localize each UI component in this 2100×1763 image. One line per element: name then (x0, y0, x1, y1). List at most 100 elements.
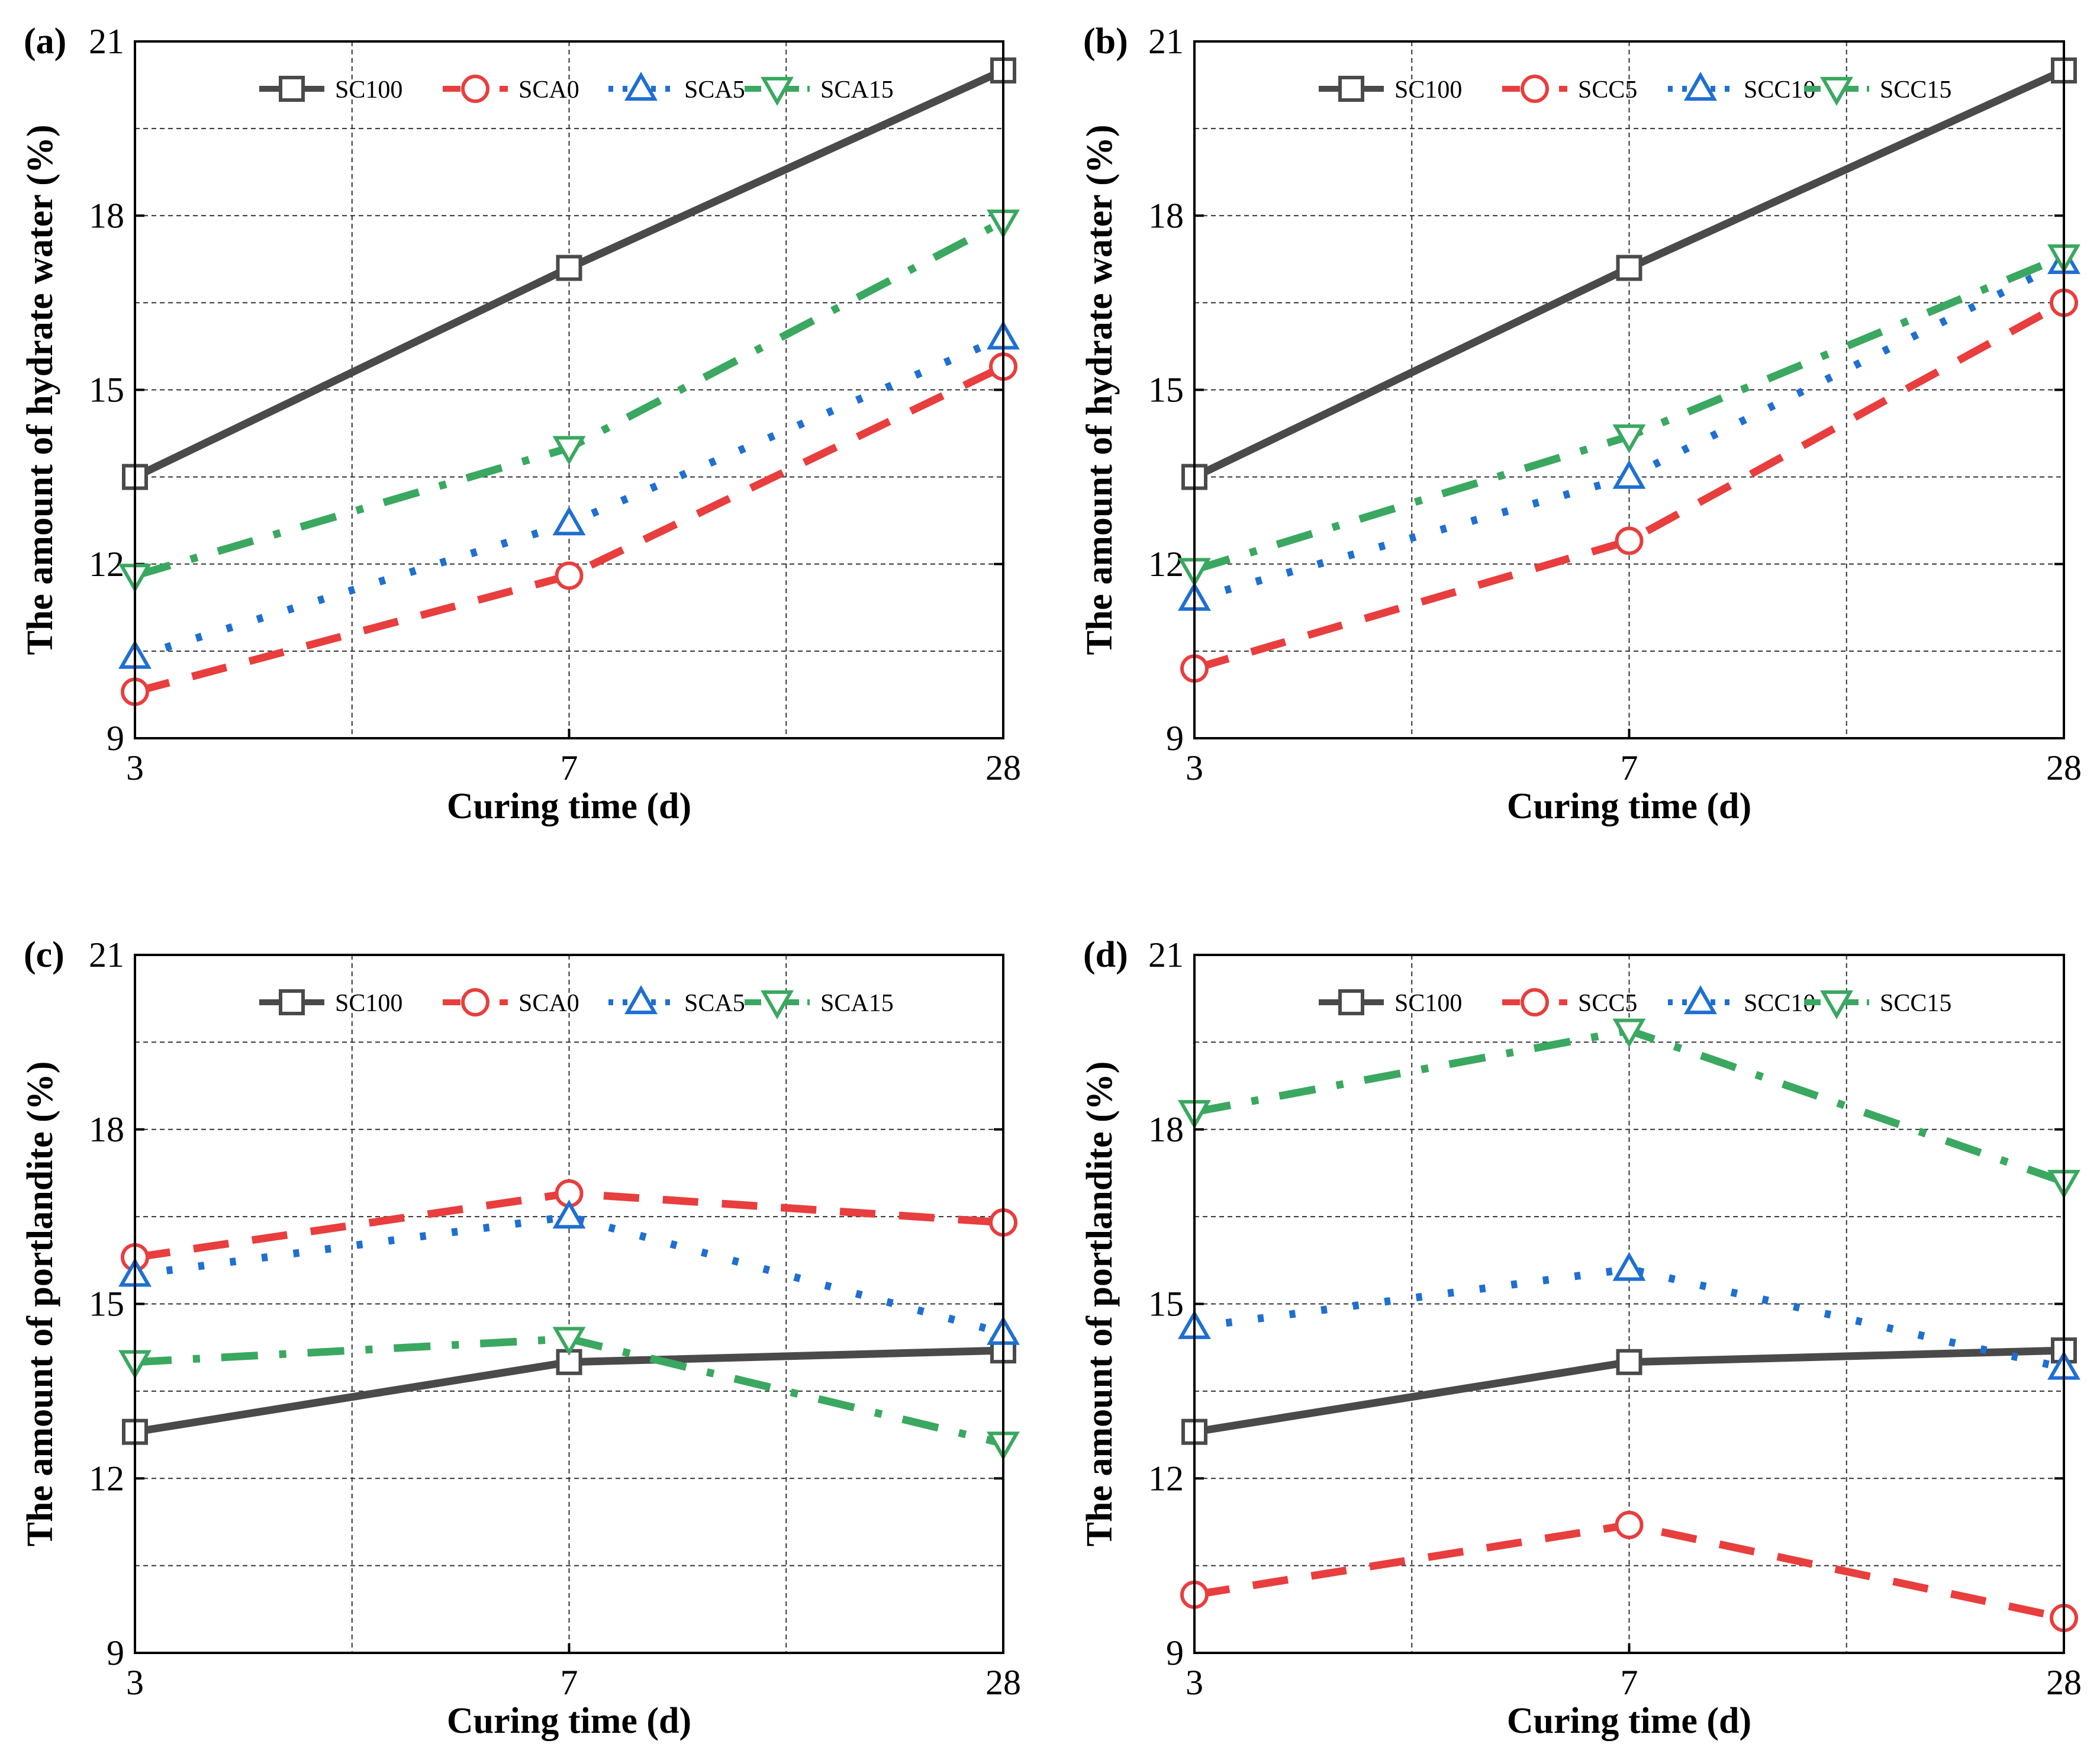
chart-panel-b: 9 12 15 18 21 3 7 28 SC100 SCC5 SCC10 SCC15 (b) Curin… (1080, 21, 2082, 826)
y-axis-title: The amount of hydrate water (%) (1080, 124, 1120, 655)
y-tick-label: 12 (89, 545, 124, 584)
legend-marker (1820, 990, 1853, 1019)
chart-panel-c: 9 12 15 18 21 3 7 28 SC100 SCA0 SCA5 SCA15 (c) Curing… (20, 935, 1021, 1741)
legend-marker (1521, 75, 1549, 103)
chart-panel-a: 9 12 15 18 21 3 7 28 SC100 SCA0 SCA5 SCA15 (a) Curing… (20, 21, 1021, 826)
series-SCC10 (1194, 1265, 2065, 1372)
series-line (134, 1212, 1004, 1337)
legend: SC100 SCA0 SCA5 SCA15 (259, 72, 894, 106)
legend-marker (1684, 72, 1717, 101)
panel-tag: (d) (1083, 935, 1128, 975)
x-tick-label: 28 (985, 1663, 1021, 1702)
y-tick-label: 9 (107, 719, 124, 758)
x-tick-label: 3 (126, 1663, 144, 1702)
y-tick-label: 12 (89, 1459, 124, 1498)
x-tick-label: 7 (1621, 748, 1638, 787)
panel-tag: (b) (1083, 21, 1128, 62)
legend-entry: SCA15 (820, 76, 894, 104)
data-point (1616, 1349, 1642, 1375)
legend: SC100 SCC5 SCC10 SCC15 (1319, 72, 1951, 106)
y-tick-label: 21 (89, 935, 124, 974)
x-axis-title: Curing time (d) (1507, 786, 1751, 826)
legend-marker (624, 985, 658, 1015)
series-SCA5 (134, 334, 1005, 661)
legend-entry: SCA5 (684, 76, 745, 104)
grid (1194, 955, 2064, 1653)
y-tick-label: 9 (107, 1633, 124, 1672)
y-tick-label: 21 (89, 22, 124, 61)
x-tick-label: 28 (985, 748, 1021, 787)
data-point (1612, 459, 1646, 489)
legend-marker (461, 75, 489, 103)
legend-entry: SCC15 (1880, 76, 1951, 104)
data-point (552, 436, 586, 465)
grid (1194, 41, 2064, 738)
data-point (552, 1327, 586, 1356)
legend: SC100 SCC5 SCC10 SCC15 (1319, 985, 1951, 1019)
legend-entry: SC100 (335, 76, 402, 104)
x-axis-title: Curing time (d) (447, 786, 691, 826)
legend-marker (1338, 76, 1364, 102)
x-tick-label: 7 (561, 748, 578, 787)
legend-marker (1684, 985, 1717, 1015)
y-tick-label: 15 (89, 1285, 124, 1324)
series-line (1193, 299, 2066, 673)
plot-frame (1193, 40, 2065, 739)
y-tick-label: 18 (1148, 196, 1184, 235)
data-point (1612, 424, 1646, 453)
y-tick-label: 9 (1166, 1633, 1184, 1672)
legend-entry: SC100 (1394, 76, 1462, 104)
data-point (552, 1199, 586, 1229)
plot-frame (134, 954, 1004, 1654)
panel-tag: (a) (24, 21, 66, 62)
x-tick-label: 3 (1186, 748, 1203, 787)
x-axis-title: Curing time (d) (1507, 1701, 1751, 1741)
y-tick-label: 21 (1148, 22, 1184, 61)
legend-entry: SC100 (335, 990, 402, 1017)
grid (135, 41, 1003, 738)
x-tick-label: 3 (1186, 1663, 1203, 1702)
series-line (134, 334, 1005, 661)
y-tick-label: 21 (1148, 935, 1184, 974)
y-tick-label: 18 (89, 1110, 124, 1149)
series-SCA5 (134, 1212, 1004, 1337)
legend-entry: SCC10 (1744, 76, 1815, 104)
x-tick-label: 3 (126, 748, 144, 787)
data-point (1615, 1510, 1644, 1539)
data-point (555, 561, 584, 590)
y-tick-label: 18 (1148, 1110, 1184, 1149)
x-tick-label: 7 (561, 1663, 578, 1702)
y-tick-label: 18 (89, 196, 124, 235)
legend-entry: SCC15 (1880, 990, 1951, 1017)
plot-frame (1193, 954, 2065, 1654)
y-tick-label: 15 (89, 371, 124, 410)
legend-marker (761, 990, 794, 1019)
legend-entry: SCA15 (820, 990, 894, 1017)
data-point (1615, 526, 1644, 555)
legend-entry: SCC5 (1578, 76, 1637, 104)
grid (135, 955, 1003, 1653)
legend: SC100 SCA0 SCA5 SCA15 (259, 985, 894, 1019)
y-tick-label: 15 (1148, 371, 1184, 410)
plot-frame (134, 40, 1004, 739)
y-axis-title: The amount of portlandite (%) (1080, 1061, 1120, 1547)
data-point (1612, 1018, 1646, 1048)
data-point (556, 255, 582, 281)
legend-marker (279, 989, 305, 1015)
y-tick-label: 15 (1148, 1285, 1184, 1324)
legend-entry: SC100 (1394, 990, 1462, 1017)
legend-marker (761, 76, 794, 106)
series-line (1194, 1265, 2065, 1372)
y-axis-title: The amount of portlandite (%) (20, 1061, 60, 1547)
legend-marker (461, 988, 489, 1016)
y-tick-label: 12 (1148, 545, 1184, 584)
data-point (1612, 1252, 1646, 1281)
legend-entry: SCA5 (684, 990, 745, 1017)
markers-SCC5 (1180, 288, 2078, 683)
legend-marker (1820, 76, 1853, 106)
legend-marker (1521, 988, 1549, 1016)
y-tick-label: 12 (1148, 1459, 1184, 1498)
legend-entry: SCA0 (518, 990, 579, 1017)
legend-entry: SCC10 (1744, 990, 1815, 1017)
